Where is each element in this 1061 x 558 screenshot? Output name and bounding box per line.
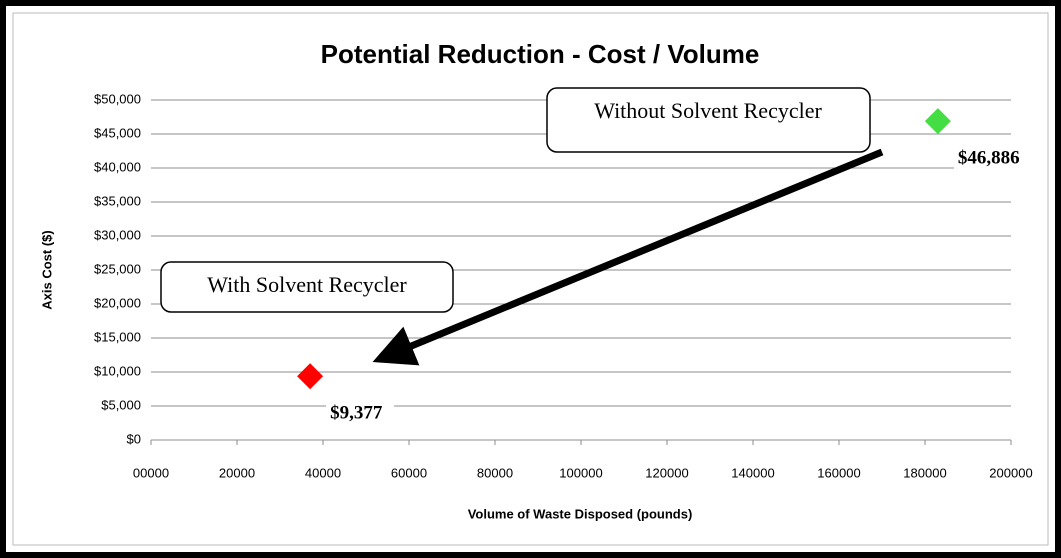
point: [924, 108, 951, 135]
arrow: [372, 148, 884, 366]
x-tick-label: 120000: [645, 465, 688, 480]
y-axis-label: Axis Cost ($): [39, 230, 54, 309]
x-axis-label: Volume of Waste Disposed (pounds): [468, 506, 693, 521]
y-tick-label: $45,000: [94, 125, 141, 140]
annotation: With Solvent Recycler: [207, 272, 407, 297]
y-tick-label: $50,000: [94, 91, 141, 106]
x-tick-label: 40000: [305, 465, 341, 480]
x-tick-label: 00000: [133, 465, 169, 480]
annotation-box: [160, 261, 454, 313]
y-tick-label: $10,000: [94, 363, 141, 378]
chart-title: Potential Reduction - Cost / Volume: [321, 39, 760, 69]
point: [297, 363, 324, 390]
x-tick-label: 20000: [219, 465, 255, 480]
plot-area: $0 $5,000 $10,000 $15,000 $20,000 $25,000 $30,…: [94, 91, 1033, 480]
y-tick-label: $25,000: [94, 261, 141, 276]
y-tick-label: $30,000: [94, 227, 141, 242]
annotation: Without Solvent Recycler: [594, 98, 822, 123]
y-tick-label: $20,000: [94, 295, 141, 310]
x-tick-label: 140000: [731, 465, 774, 480]
value-label: $9,377: [330, 403, 383, 424]
x-tick-label: 100000: [559, 465, 602, 480]
value-label: $46,886: [958, 148, 1020, 169]
y-tick-label: $40,000: [94, 159, 141, 174]
x-tick-label: 60000: [391, 465, 427, 480]
y-tick-label: $15,000: [94, 329, 141, 344]
y-tick-label: $35,000: [94, 193, 141, 208]
x-tick-label: 80000: [477, 465, 513, 480]
y-tick-label: $0: [127, 431, 141, 446]
x-tick-label: 200000: [989, 465, 1032, 480]
annotation-box: [546, 87, 871, 153]
chart-border: [12, 12, 1049, 546]
value-label-bg: [326, 398, 395, 429]
y-tick-label: $5,000: [101, 397, 141, 412]
value-label-bg: [953, 143, 1022, 174]
x-tick-label: 160000: [817, 465, 860, 480]
x-tick-label: 180000: [903, 465, 946, 480]
